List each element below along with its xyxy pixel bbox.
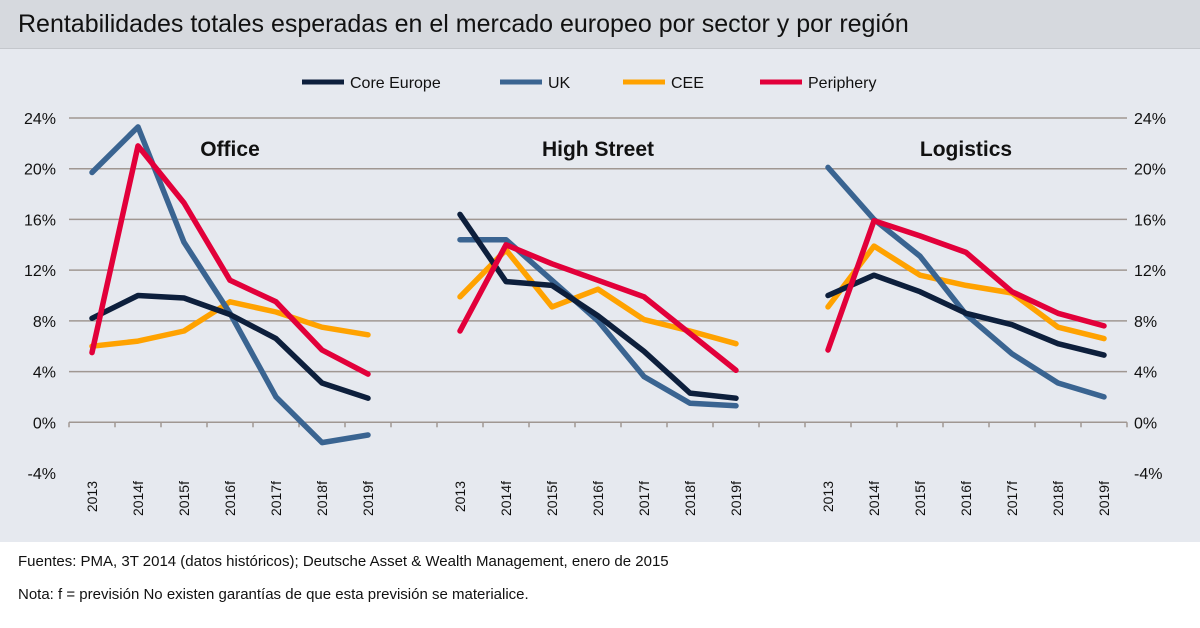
- panel-title: High Street: [542, 138, 654, 161]
- x-tick-label: 2015f: [912, 481, 928, 516]
- y-tick-label-right: 24%: [1134, 111, 1166, 128]
- legend-label: UK: [548, 75, 571, 92]
- y-tick-label-left: 8%: [33, 314, 56, 331]
- y-tick-label-left: -4%: [28, 466, 56, 483]
- x-tick-label: 2017f: [636, 481, 652, 516]
- legend-label: Core Europe: [350, 75, 441, 92]
- source-note: Fuentes: PMA, 3T 2014 (datos históricos)…: [18, 553, 669, 570]
- x-tick-label: 2016f: [590, 481, 606, 516]
- x-tick-label: 2014f: [130, 481, 146, 516]
- x-tick-label: 2018f: [682, 481, 698, 516]
- x-tick-label: 2014f: [866, 481, 882, 516]
- y-tick-label-right: 4%: [1134, 365, 1157, 382]
- y-tick-label-left: 24%: [24, 111, 56, 128]
- panel-title: Logistics: [920, 138, 1012, 161]
- y-tick-label-right: -4%: [1134, 466, 1162, 483]
- x-tick-label: 2015f: [176, 481, 192, 516]
- legend-label: CEE: [671, 75, 704, 92]
- x-tick-label: 2018f: [1050, 481, 1066, 516]
- series-line-cee: [825, 243, 1107, 342]
- series-line-uk: [825, 164, 1107, 400]
- x-tick-label: 2019f: [360, 481, 376, 516]
- x-tick-label: 2017f: [1004, 481, 1020, 516]
- plot-background: [0, 49, 1200, 542]
- y-tick-label-left: 12%: [24, 263, 56, 280]
- chart-title: Rentabilidades totales esperadas en el m…: [18, 10, 909, 38]
- x-tick-label: 2014f: [498, 481, 514, 516]
- legend-label: Periphery: [808, 75, 876, 92]
- y-tick-label-left: 16%: [24, 212, 56, 229]
- panel-title: Office: [200, 138, 260, 161]
- y-tick-label-right: 12%: [1134, 263, 1166, 280]
- x-tick-label: 2019f: [728, 481, 744, 516]
- x-tick-label: 2016f: [958, 481, 974, 516]
- y-tick-label-left: 4%: [33, 365, 56, 382]
- x-tick-label: 2018f: [314, 481, 330, 516]
- y-tick-label-right: 8%: [1134, 314, 1157, 331]
- x-tick-label: 2013: [84, 481, 100, 512]
- y-tick-label-right: 0%: [1134, 415, 1157, 432]
- y-tick-label-left: 20%: [24, 162, 56, 179]
- series-line-periphery: [457, 242, 739, 374]
- x-tick-label: 2013: [452, 481, 468, 512]
- x-tick-label: 2013: [820, 481, 836, 512]
- series-line-cee: [457, 247, 739, 347]
- forecast-note: Nota: f = previsión No existen garantías…: [18, 586, 529, 603]
- x-tick-label: 2019f: [1096, 481, 1112, 516]
- x-tick-label: 2015f: [544, 481, 560, 516]
- y-tick-label-right: 16%: [1134, 212, 1166, 229]
- y-tick-label-left: 0%: [33, 415, 56, 432]
- y-tick-label-right: 20%: [1134, 162, 1166, 179]
- series-line-uk: [457, 236, 739, 409]
- title-bar: Rentabilidades totales esperadas en el m…: [0, 0, 1200, 49]
- x-tick-label: 2016f: [222, 481, 238, 516]
- x-tick-label: 2017f: [268, 481, 284, 516]
